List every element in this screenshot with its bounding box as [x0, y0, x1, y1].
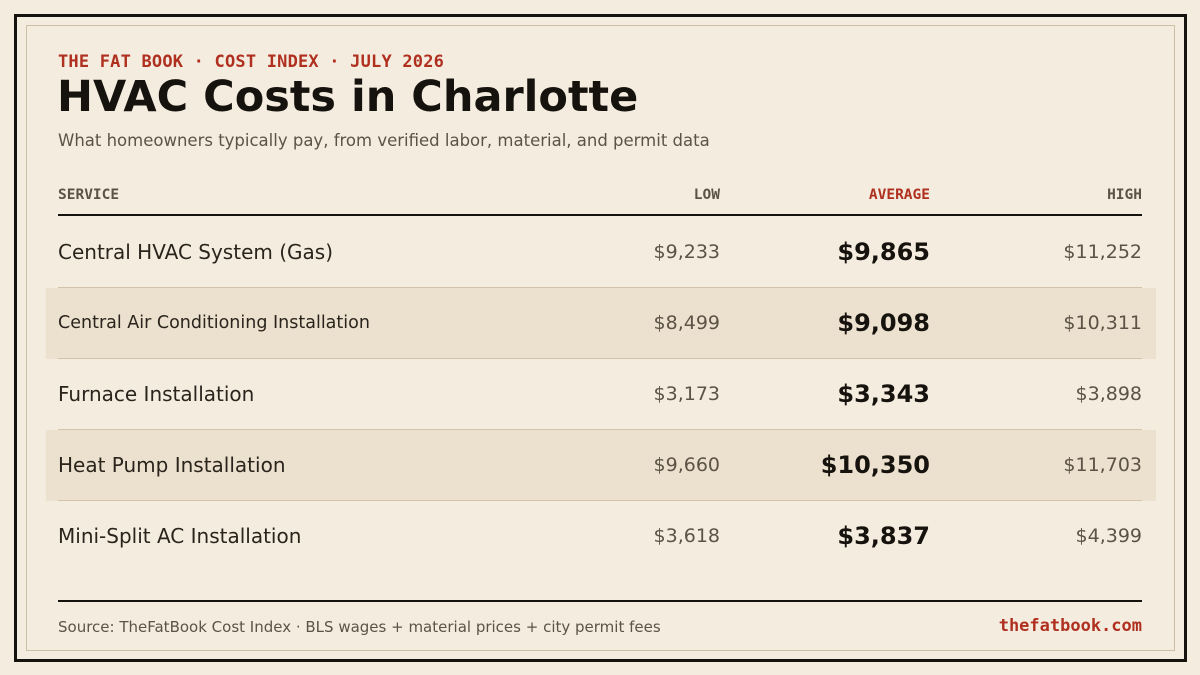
- average-cost: $3,837: [837, 522, 930, 550]
- high-cost: $11,703: [1063, 454, 1142, 476]
- low-cost: $3,618: [653, 525, 720, 547]
- high-cost: $4,399: [1075, 525, 1142, 547]
- footer-rule: [58, 600, 1142, 602]
- row-divider: [58, 287, 1142, 288]
- average-cost: $9,098: [837, 309, 930, 337]
- low-cost: $9,233: [653, 241, 720, 263]
- column-header-low: LOW: [693, 187, 720, 203]
- low-cost: $3,173: [653, 383, 720, 405]
- page-subtitle: What homeowners typically pay, from veri…: [58, 131, 710, 150]
- low-cost: $9,660: [653, 454, 720, 476]
- table-row: Heat Pump Installation $9,660 $10,350 $1…: [46, 430, 1156, 501]
- service-name: Central HVAC System (Gas): [58, 240, 333, 264]
- inner-frame: [26, 25, 1175, 651]
- column-header-average: AVERAGE: [868, 187, 930, 203]
- high-cost: $10,311: [1063, 312, 1142, 334]
- table-row: Central Air Conditioning Installation $8…: [46, 288, 1156, 359]
- row-divider: [58, 429, 1142, 430]
- column-header-high: HIGH: [1107, 187, 1142, 203]
- average-cost: $10,350: [820, 451, 930, 479]
- service-name: Central Air Conditioning Installation: [58, 313, 370, 333]
- service-name: Furnace Installation: [58, 382, 255, 406]
- average-cost: $9,865: [837, 238, 930, 266]
- average-cost: $3,343: [837, 380, 930, 408]
- header-rule: [58, 214, 1142, 216]
- site-link[interactable]: thefatbook.com: [998, 616, 1142, 636]
- service-name: Heat Pump Installation: [58, 453, 286, 477]
- eyebrow-label: THE FAT BOOK · COST INDEX · JULY 2026: [58, 52, 445, 72]
- low-cost: $8,499: [653, 312, 720, 334]
- outer-frame: [14, 14, 1187, 662]
- high-cost: $11,252: [1063, 241, 1142, 263]
- page-title: HVAC Costs in Charlotte: [57, 72, 639, 122]
- source-note: Source: TheFatBook Cost Index · BLS wage…: [58, 618, 661, 636]
- table-row: Mini-Split AC Installation $3,618 $3,837…: [46, 501, 1156, 572]
- table-row: Central HVAC System (Gas) $9,233 $9,865 …: [46, 217, 1156, 288]
- service-name: Mini-Split AC Installation: [58, 524, 302, 548]
- row-divider: [58, 358, 1142, 359]
- column-header-service: SERVICE: [58, 187, 120, 203]
- table-row: Furnace Installation $3,173 $3,343 $3,89…: [46, 359, 1156, 430]
- row-divider: [58, 500, 1142, 501]
- high-cost: $3,898: [1075, 383, 1142, 405]
